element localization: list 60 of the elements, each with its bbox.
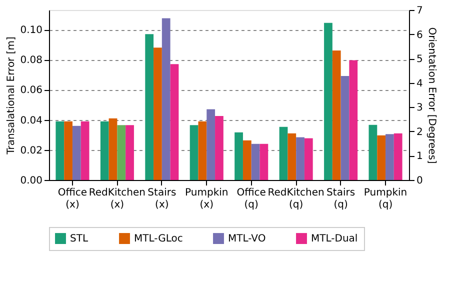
x-tick-label: Pumpkin (x) xyxy=(185,188,228,210)
y-axis-title: Transalational Error [m] xyxy=(6,36,18,156)
bar xyxy=(279,126,288,180)
y-tick-label: 0.08 xyxy=(20,55,42,66)
x-tick-label: Pumpkin (q) xyxy=(364,188,408,210)
bar xyxy=(234,132,243,180)
bar xyxy=(145,34,154,180)
y2-axis-title: Orientation Error [Degrees] xyxy=(426,27,437,164)
bar xyxy=(349,60,358,180)
bar xyxy=(206,109,216,180)
y-tick-label: 0.10 xyxy=(20,25,42,36)
y-tick-label: 0.06 xyxy=(20,85,42,96)
y2-tick-label: 1 xyxy=(416,151,423,162)
y2-tick-label: 0 xyxy=(416,176,423,186)
y-tick-label: 0.00 xyxy=(20,176,42,186)
y2-tick-label: 3 xyxy=(416,102,423,114)
bar xyxy=(215,116,224,180)
bar xyxy=(64,121,72,180)
bar xyxy=(324,22,332,180)
bar xyxy=(80,121,90,180)
legend-label: MTL-VO xyxy=(228,234,266,245)
bar xyxy=(108,118,118,180)
y2-tick-label: 2 xyxy=(416,126,423,138)
bar xyxy=(242,140,252,180)
bar xyxy=(377,135,386,180)
legend-label: STL xyxy=(70,234,88,245)
y2-tick-label: 6 xyxy=(416,30,423,41)
legend-label: MTL-GLoc xyxy=(134,234,183,245)
bar xyxy=(162,18,170,180)
bar xyxy=(340,76,350,180)
bar xyxy=(251,144,260,180)
legend-label: MTL-Dual xyxy=(311,234,358,245)
bar xyxy=(170,64,179,180)
y-tick-label: 0.04 xyxy=(20,115,42,126)
bar xyxy=(117,125,126,180)
bar xyxy=(304,138,313,180)
x-tick-label: RedKitchen (x) xyxy=(88,188,146,210)
bar xyxy=(190,125,198,180)
bar xyxy=(288,133,296,180)
bar xyxy=(56,121,64,180)
bar xyxy=(260,144,268,180)
bar xyxy=(100,121,109,180)
y2-tick-label: 5 xyxy=(416,54,423,66)
bar xyxy=(198,121,207,180)
x-tick-label: Office (q) xyxy=(236,188,266,210)
y-tick-label: 0.02 xyxy=(20,145,42,156)
bar xyxy=(296,137,304,180)
x-tick-label: RedKitchen (q) xyxy=(268,188,324,210)
bar xyxy=(126,125,134,180)
x-tick-label: Stairs (q) xyxy=(326,188,356,210)
bar xyxy=(368,124,378,180)
bar xyxy=(332,50,341,180)
bar xyxy=(72,126,81,180)
x-tick-label: Stairs (x) xyxy=(148,188,176,210)
y2-tick-label: 7 xyxy=(416,6,423,16)
bar xyxy=(394,133,402,180)
bar xyxy=(386,134,394,180)
x-tick-label: Office (x) xyxy=(58,188,88,210)
bar xyxy=(154,48,162,180)
y2-tick-label: 4 xyxy=(416,78,423,90)
